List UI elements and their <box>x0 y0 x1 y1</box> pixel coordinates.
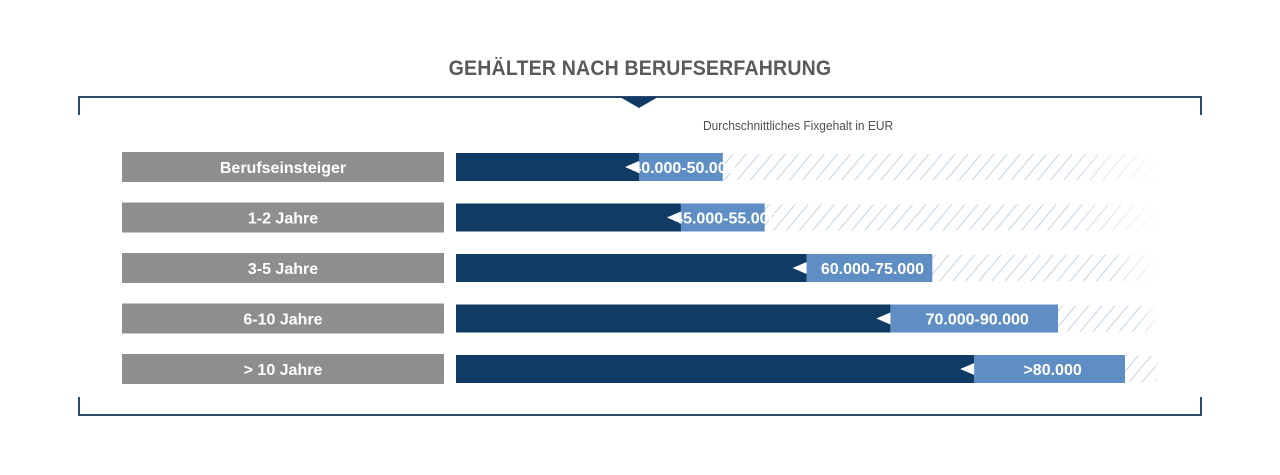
bar-base <box>456 254 807 282</box>
bar-value-label: >80.000 <box>1023 362 1081 379</box>
category-label: 1-2 Jahre <box>248 211 318 228</box>
bar-range <box>974 355 1125 383</box>
page-title: GEHÄLTER NACH BERUFSERFAHRUNG <box>448 57 832 80</box>
category-label: 3-5 Jahre <box>248 261 318 278</box>
bar-track-fade <box>1125 354 1160 384</box>
category-label-bg <box>122 303 444 334</box>
bar-value-label: 40.000-50.000 <box>632 160 735 177</box>
frame-bottom-line <box>78 397 1202 416</box>
bar-base <box>456 304 891 333</box>
bar-track-fade <box>764 202 1160 233</box>
bar-track-fade <box>722 152 1160 182</box>
bar-row: 1-2 Jahre 45.000-55.000 <box>122 202 1160 233</box>
bar-range <box>890 304 1058 333</box>
bar-base <box>456 153 639 181</box>
bar-value-label: 60.000-75.000 <box>821 261 924 278</box>
category-label: Berufseinsteiger <box>220 160 346 177</box>
bar-row: > 10 Jahre >80.000 <box>122 354 1160 384</box>
category-label: 6-10 Jahre <box>243 312 322 329</box>
bar-range <box>680 203 765 232</box>
category-label-bg <box>122 253 444 283</box>
bar-track-fade <box>1058 303 1160 334</box>
bar-row: Berufseinsteiger 40.000-50.000 <box>122 152 1160 182</box>
bar-value-label: 70.000-90.000 <box>926 312 1029 329</box>
bar-base <box>456 355 975 383</box>
frame-pointer <box>620 97 658 108</box>
chart-subtitle: Durchschnittliches Fixgehalt in EUR <box>703 118 894 133</box>
bar-row: 6-10 Jahre 70.000-90.000 <box>122 303 1160 334</box>
category-label: > 10 Jahre <box>244 362 323 379</box>
bar-row: 3-5 Jahre 60.000-75.000 <box>122 253 1160 283</box>
category-label-bg <box>122 202 444 233</box>
bar-track-fade <box>932 253 1160 283</box>
category-label-bg <box>122 354 444 384</box>
bar-range <box>806 254 933 282</box>
bar-base <box>456 203 681 232</box>
category-label-bg <box>122 152 444 182</box>
bar-value-label: 45.000-55.000 <box>674 211 777 228</box>
bar-range <box>639 153 723 181</box>
